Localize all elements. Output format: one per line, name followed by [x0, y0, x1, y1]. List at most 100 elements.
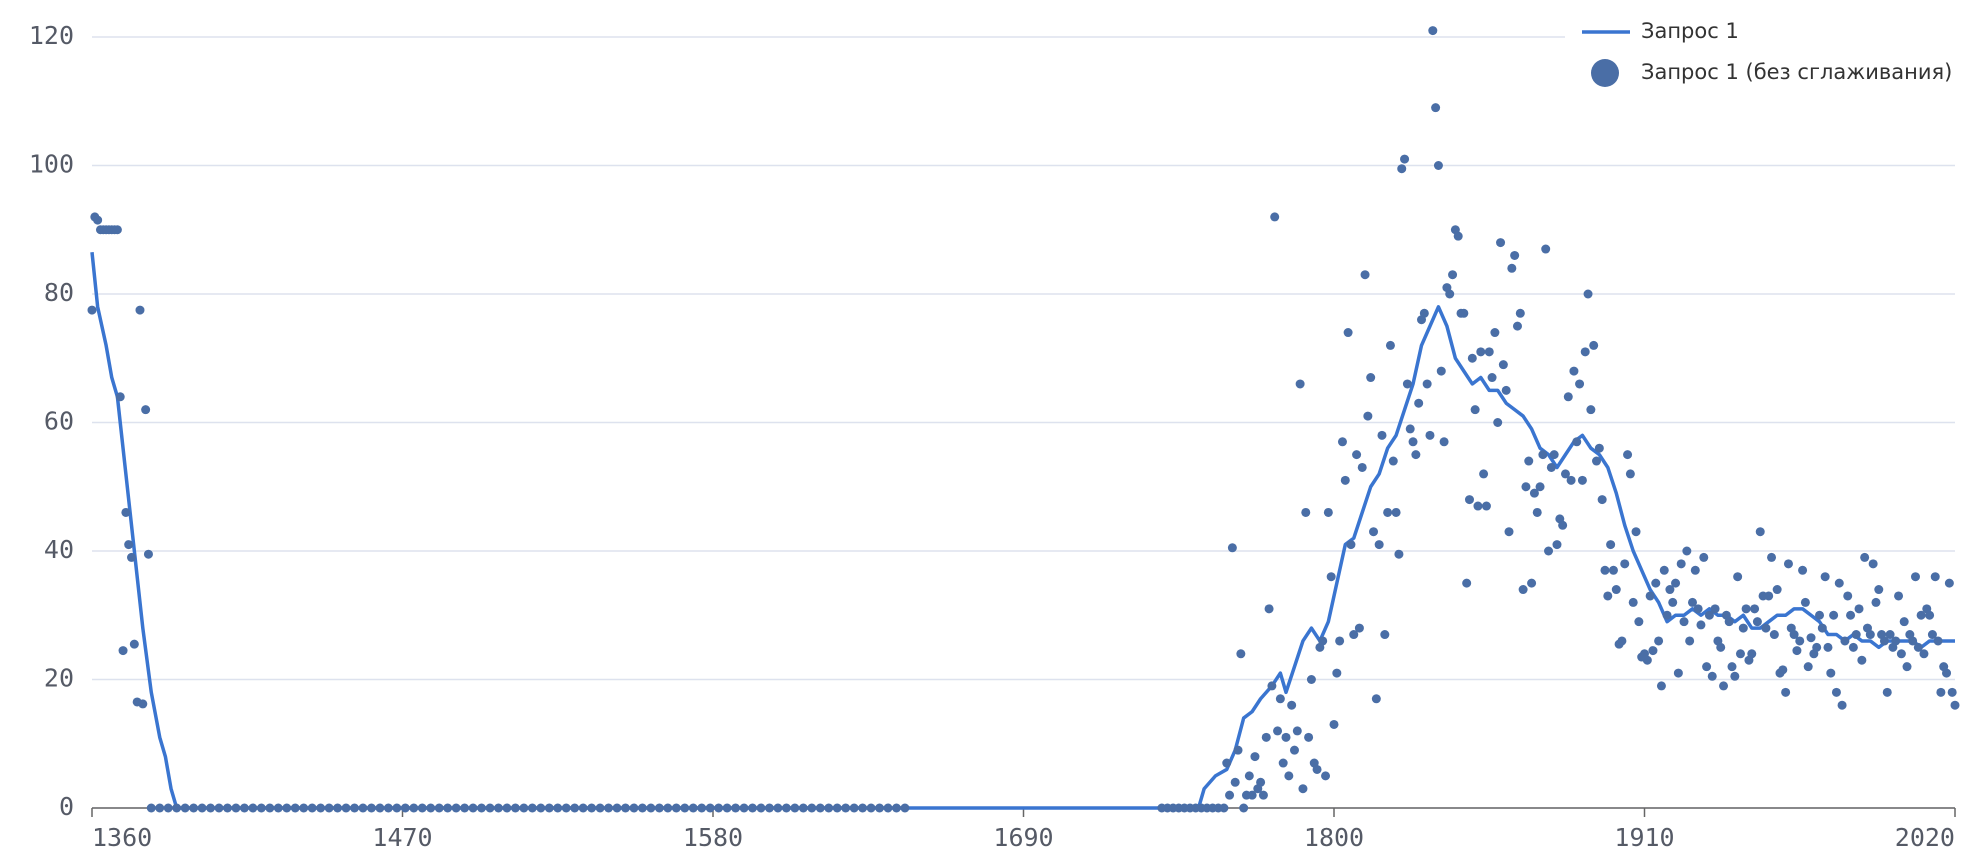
legend-item[interactable]: Запрос 1 [1582, 19, 1739, 43]
scatter-point [1385, 340, 1395, 350]
scatter-point [1868, 559, 1878, 569]
scatter-point [1857, 655, 1867, 665]
scatter-point [1690, 565, 1700, 575]
scatter-point [1479, 469, 1489, 479]
scatter-point [135, 305, 145, 315]
scatter-point [1783, 559, 1793, 569]
legend: Запрос 1 Запрос 1 (без сглаживания) [1565, 8, 1982, 100]
scatter-point [1493, 418, 1503, 427]
scatter-point [671, 803, 681, 813]
scatter-point [1566, 475, 1576, 485]
scatter-point [1278, 758, 1288, 768]
y-tick-label: 60 [44, 407, 74, 436]
scatter-point [426, 803, 436, 813]
scatter-point [1800, 597, 1810, 607]
scatter-point [1812, 642, 1822, 652]
scatter-point [1885, 630, 1895, 640]
scatter-point [1848, 642, 1858, 652]
scatter-point [1380, 630, 1390, 640]
scatter-point [1462, 578, 1472, 588]
scatter-point [1710, 604, 1720, 614]
scatter-point [1498, 360, 1508, 370]
scatter-point [1572, 437, 1582, 447]
legend-item[interactable]: Запрос 1 (без сглаживания) [1591, 59, 1952, 87]
scatter-point [1719, 681, 1729, 691]
scatter-point [1481, 501, 1491, 511]
scatter-point [1826, 668, 1836, 678]
x-tick-label: 1910 [1614, 823, 1674, 852]
legend-label[interactable]: Запрос 1 [1641, 19, 1739, 43]
scatter-point [1687, 597, 1697, 607]
scatter-point [883, 803, 893, 813]
scatter-point [1414, 398, 1424, 408]
scatter-point [1295, 379, 1305, 389]
scatter-point [1772, 585, 1782, 595]
scatter-point [1806, 633, 1816, 643]
scatter-point [646, 803, 656, 813]
scatter-point [697, 803, 707, 813]
scatter-point [1346, 540, 1356, 550]
scatter-point [688, 803, 698, 813]
scatter-point [1933, 636, 1943, 646]
scatter-point [1580, 347, 1590, 357]
scatter-point [1656, 681, 1666, 691]
scatter-point [1795, 636, 1805, 646]
scatter-point [333, 803, 343, 813]
scatter-point [1270, 212, 1280, 222]
scatter-point [654, 803, 664, 813]
y-tick-label: 40 [44, 535, 74, 564]
scatter-point [146, 803, 156, 813]
scatter-point [417, 803, 427, 813]
scatter-point [1301, 507, 1311, 517]
scatter-point [1840, 636, 1850, 646]
scatter-point [1882, 687, 1892, 697]
scatter-point [1730, 671, 1740, 681]
scatter-point [527, 803, 537, 813]
scatter-point [1448, 270, 1458, 280]
scatter-point [1789, 630, 1799, 640]
scatter-point [1919, 649, 1929, 659]
scatter-point [1496, 238, 1506, 248]
scatter-point [1738, 623, 1748, 633]
scatter-point [93, 215, 103, 225]
scatter-point [1942, 668, 1952, 678]
scatter-point [451, 803, 461, 813]
scatter-point [570, 803, 580, 813]
scatter-point [1292, 726, 1302, 736]
scatter-point [1352, 450, 1362, 460]
scatter-point [239, 803, 249, 813]
scatter-point [155, 803, 165, 813]
scatter-point [1727, 662, 1737, 672]
scatter-point [1741, 604, 1751, 614]
scatter-point [748, 803, 758, 813]
scatter-point [1467, 353, 1477, 363]
scatter-point [1405, 424, 1415, 434]
legend-label[interactable]: Запрос 1 (без сглаживания) [1641, 60, 1952, 84]
scatter-point [1778, 665, 1788, 675]
scatter-point [807, 803, 817, 813]
scatter-point [900, 803, 910, 813]
scatter-point [1275, 694, 1285, 704]
scatter-point [1846, 610, 1856, 620]
scatter-point [1306, 675, 1316, 684]
scatter-point [1823, 642, 1833, 652]
scatter-point [1623, 450, 1633, 460]
scatter-point [1371, 694, 1381, 704]
scatter-point [1820, 572, 1830, 582]
scatter-point [1433, 161, 1443, 170]
scatter-point [1950, 700, 1960, 710]
scatter-point [1685, 636, 1695, 646]
scatter-point [1394, 549, 1404, 559]
scatter-point [1645, 591, 1655, 601]
scatter-point [637, 803, 647, 813]
scatter-point [832, 803, 842, 813]
scatter-point [1490, 328, 1500, 338]
scatter-point [316, 803, 326, 813]
scatter-point [1340, 475, 1350, 485]
scatter-point [1343, 328, 1353, 338]
scatter-point [1871, 597, 1881, 607]
scatter-point [891, 803, 901, 813]
scatter-point [197, 803, 207, 813]
scatter-point [1512, 321, 1522, 331]
scatter-point [1642, 655, 1652, 665]
